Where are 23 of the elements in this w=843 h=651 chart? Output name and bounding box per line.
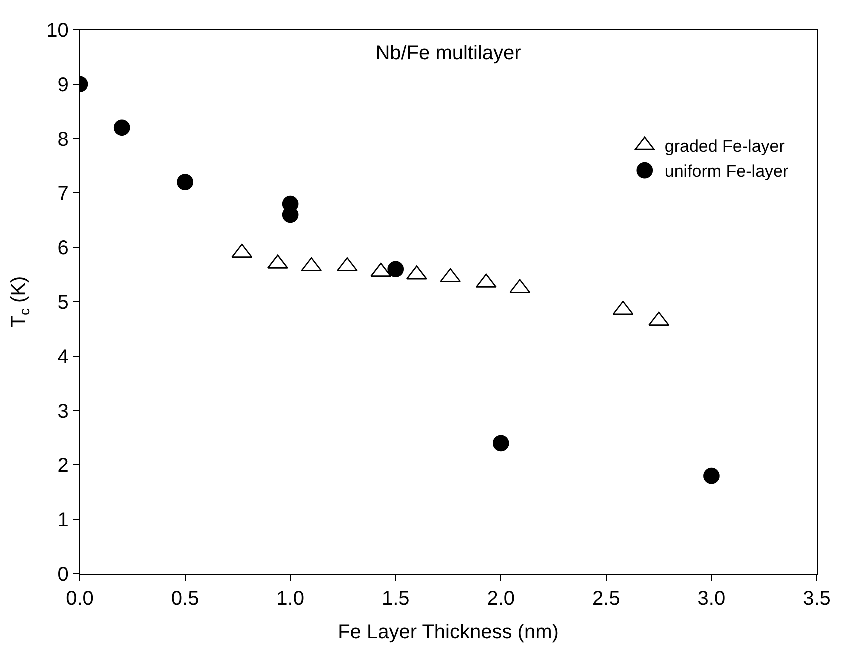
x-tick-label: 3.0 bbox=[698, 588, 726, 610]
x-tick-label: 1.0 bbox=[276, 588, 304, 610]
x-tick-label: 0.5 bbox=[171, 588, 200, 610]
y-tick-label: 9 bbox=[58, 74, 69, 96]
y-tick-label: 2 bbox=[58, 455, 69, 478]
y-tick-label: 7 bbox=[58, 183, 69, 206]
x-tick-label: 2.5 bbox=[592, 588, 620, 610]
y-tick-label: 1 bbox=[58, 510, 69, 532]
y-tick-label: 8 bbox=[58, 128, 69, 151]
legend-label: graded Fe-layer bbox=[664, 137, 786, 156]
x-tick-label: 3.5 bbox=[803, 588, 831, 610]
y-tick-label: 6 bbox=[58, 238, 69, 260]
legend-label: uniform Fe-layer bbox=[664, 162, 789, 182]
y-tick-label: 3 bbox=[58, 400, 69, 423]
y-tick-label: 4 bbox=[58, 346, 69, 368]
y-tick-label: 5 bbox=[58, 292, 69, 314]
x-tick-label: 2.0 bbox=[487, 588, 516, 610]
y-tick-label: 10 bbox=[46, 20, 69, 42]
x-axis-title: Fe Layer Thickness (nm) bbox=[338, 622, 559, 644]
x-tick-label: 1.5 bbox=[382, 588, 410, 610]
x-tick-label: 0.0 bbox=[66, 588, 94, 610]
y-tick-label: 0 bbox=[58, 564, 69, 586]
text: Nb/Fe multilayer bbox=[376, 42, 522, 65]
